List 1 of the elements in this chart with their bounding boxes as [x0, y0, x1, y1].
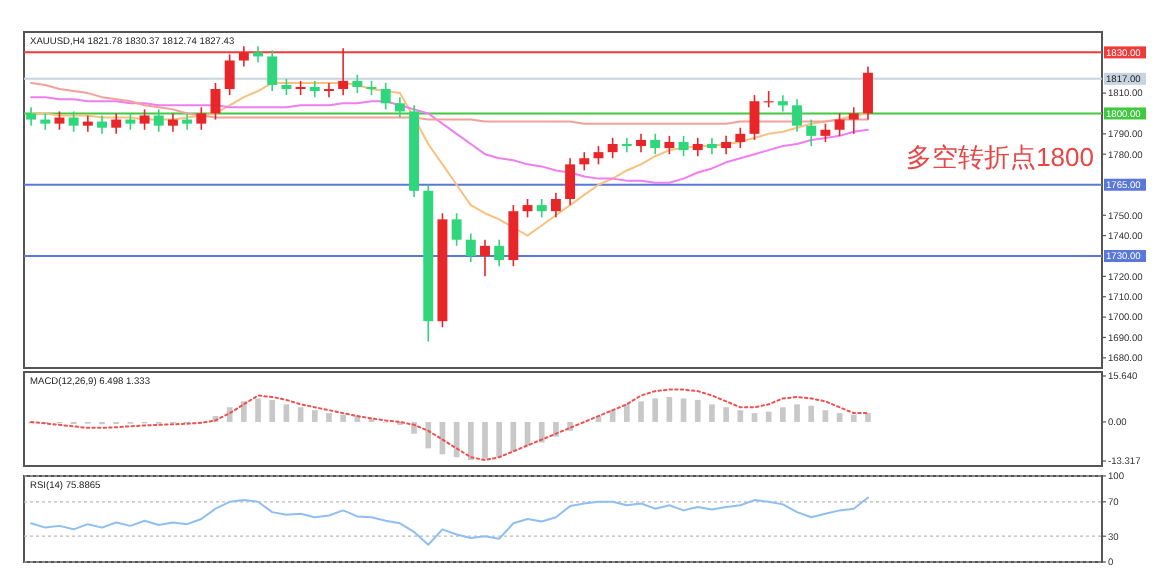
annotation: 多空转折点1800: [906, 142, 1094, 172]
